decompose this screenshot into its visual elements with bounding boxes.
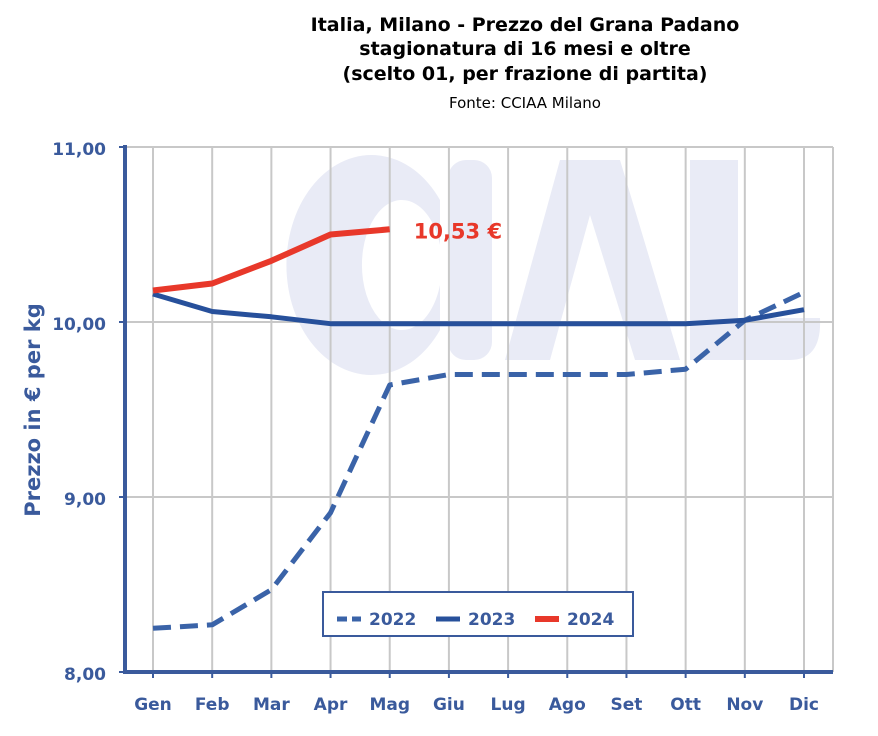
y-axis-label: Prezzo in € per kg — [21, 303, 45, 517]
series-line-2023 — [152, 291, 805, 327]
y-tick-label: 10,00 — [52, 315, 106, 335]
x-tick-label: Ott — [670, 695, 701, 715]
x-tick-label: Feb — [195, 695, 230, 715]
x-tick-label: Gen — [134, 695, 172, 715]
y-tick-label: 9,00 — [64, 490, 106, 510]
watermark-letter-l — [690, 160, 821, 360]
value-annotation: 10,53 € — [414, 219, 502, 243]
chart-title-line-2: stagionatura di 16 mesi e oltre — [359, 38, 691, 60]
legend-label-2024: 2024 — [567, 610, 614, 630]
x-tick-label: Set — [611, 695, 643, 715]
watermark-logo — [286, 155, 821, 376]
x-tick-label: Mag — [369, 695, 410, 715]
legend-box — [322, 591, 634, 637]
x-tick-label: Lug — [491, 695, 526, 715]
x-tick-label: Ago — [549, 695, 586, 715]
chart-source: Fonte: CCIAA Milano — [449, 94, 601, 112]
x-tick-label: Dic — [789, 695, 819, 715]
x-tick-label: Giu — [433, 695, 465, 715]
y-tick-label: 11,00 — [52, 140, 106, 160]
watermark-letter-c — [286, 155, 440, 376]
y-tick-label: 8,00 — [64, 665, 106, 685]
legend-label-2022: 2022 — [369, 610, 416, 630]
watermark-letter-i — [448, 160, 492, 360]
x-tick-label: Mar — [253, 695, 290, 715]
chart-title-line-3: (scelto 01, per frazione di partita) — [342, 63, 708, 85]
watermark-letter-a — [505, 160, 680, 360]
chart-title-line-1: Italia, Milano - Prezzo del Grana Padano — [310, 14, 740, 36]
x-tick-label: Nov — [726, 695, 763, 715]
x-tick-label: Apr — [314, 695, 348, 715]
series-line-2022 — [152, 290, 806, 631]
legend-label-2023: 2023 — [468, 610, 515, 630]
